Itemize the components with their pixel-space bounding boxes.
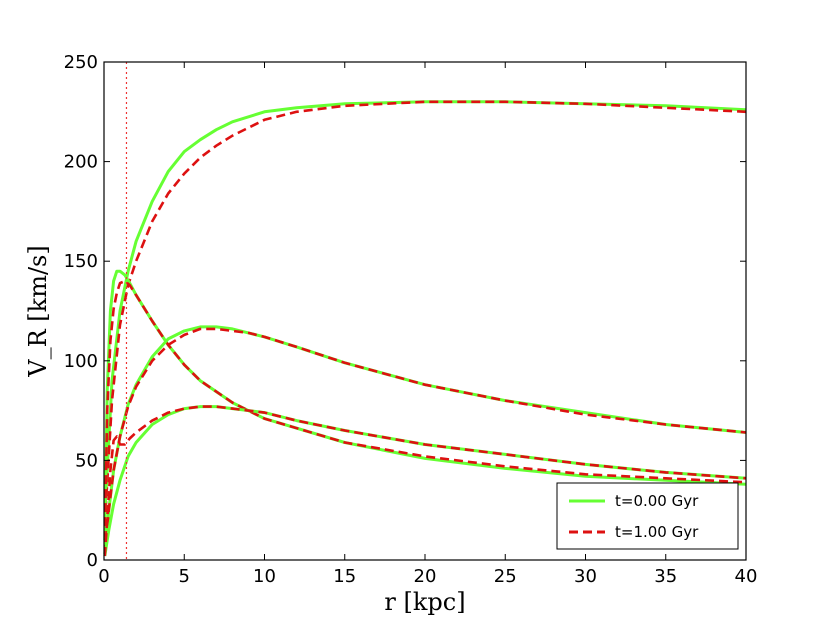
y-tick-label-4: 200	[64, 152, 98, 173]
x-tick-label-8: 40	[735, 566, 758, 587]
x-tick-label-2: 10	[253, 566, 276, 587]
x-axis-label: r [kpc]	[384, 588, 465, 616]
y-axis-label: V_R [km/s]	[24, 245, 52, 377]
y-tick-label-2: 100	[64, 351, 98, 372]
series-line-7	[103, 405, 747, 557]
series-line-1	[104, 100, 747, 511]
x-tick-label-0: 0	[98, 566, 109, 587]
x-tick-label-5: 25	[494, 566, 517, 587]
x-tick-label-1: 5	[179, 566, 190, 587]
y-tick-label-5: 250	[64, 52, 98, 73]
series-layer	[103, 100, 747, 557]
y-tick-label-1: 50	[75, 450, 98, 471]
legend-label-t0: t=0.00 Gyr	[615, 492, 699, 510]
legend-label-t1: t=1.00 Gyr	[615, 523, 699, 541]
legend-box	[556, 482, 739, 550]
legend: t=0.00 Gyr t=1.00 Gyr	[556, 482, 739, 550]
x-tick-label-6: 30	[574, 566, 597, 587]
y-tick-label-0: 0	[87, 550, 98, 571]
x-axis-ticks: 0 5 10 15 20 25 30 35 40	[98, 62, 757, 587]
x-tick-label-3: 15	[333, 566, 356, 587]
x-tick-label-7: 35	[654, 566, 677, 587]
series-line-5	[103, 327, 747, 555]
series-line-0	[104, 100, 747, 501]
x-tick-label-4: 20	[414, 566, 437, 587]
y-axis-ticks: 0 50 100 150 200 250	[64, 52, 746, 571]
y-tick-label-3: 150	[64, 251, 98, 272]
